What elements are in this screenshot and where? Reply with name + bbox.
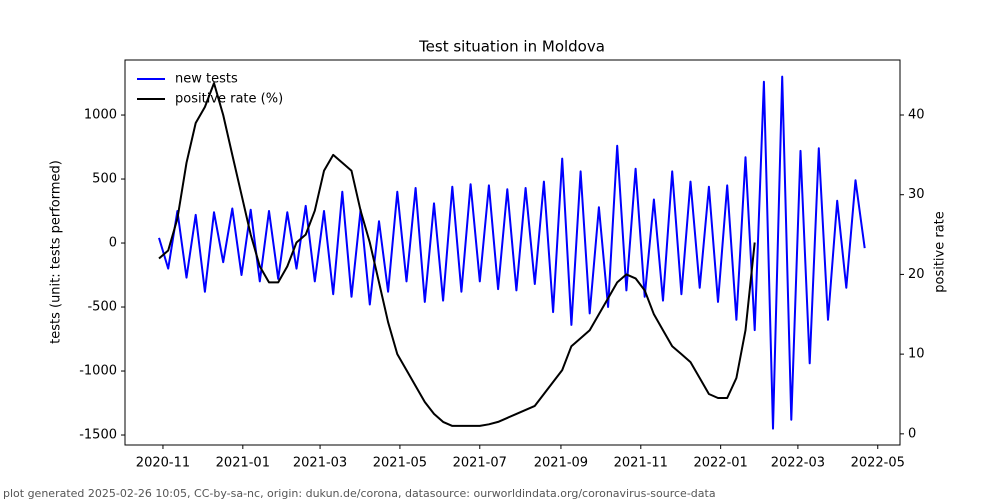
y-tick-label: -1500 [79, 428, 117, 443]
legend-label: positive rate (%) [175, 92, 283, 107]
x-tick-label: 2021-11 [614, 456, 668, 471]
y2-tick-label: 40 [908, 108, 925, 123]
chart-title: Test situation in Moldova [418, 38, 605, 56]
y-tick-label: -1000 [79, 364, 117, 379]
y-axis-label: tests (unit: tests performed) [49, 160, 64, 344]
x-tick-label: 2020-11 [136, 456, 190, 471]
x-tick-label: 2022-03 [771, 456, 825, 471]
series-line [158, 75, 866, 430]
x-tick-label: 2022-05 [851, 456, 905, 471]
x-tick-label: 2021-03 [293, 456, 347, 471]
y-tick-label: -500 [87, 300, 117, 315]
x-tick-label: 2021-01 [216, 456, 270, 471]
series-line [158, 82, 756, 427]
y2-tick-label: 0 [908, 426, 916, 441]
y2-tick-label: 10 [908, 347, 925, 362]
legend-label: new tests [175, 72, 238, 87]
x-tick-label: 2021-07 [453, 456, 507, 471]
x-tick-label: 2022-01 [693, 456, 747, 471]
x-tick-label: 2021-05 [373, 456, 427, 471]
x-tick-label: 2021-09 [534, 456, 588, 471]
y2-tick-label: 30 [908, 187, 925, 202]
y-tick-label: 0 [109, 236, 117, 251]
y-tick-label: 500 [92, 172, 117, 187]
plot-frame [124, 59, 901, 446]
y2-tick-label: 20 [908, 267, 925, 282]
footer: plot generated 2025-02-26 10:05, CC-by-s… [3, 487, 716, 500]
y-tick-label: 1000 [84, 108, 117, 123]
y2-axis-label: positive rate [933, 211, 948, 293]
